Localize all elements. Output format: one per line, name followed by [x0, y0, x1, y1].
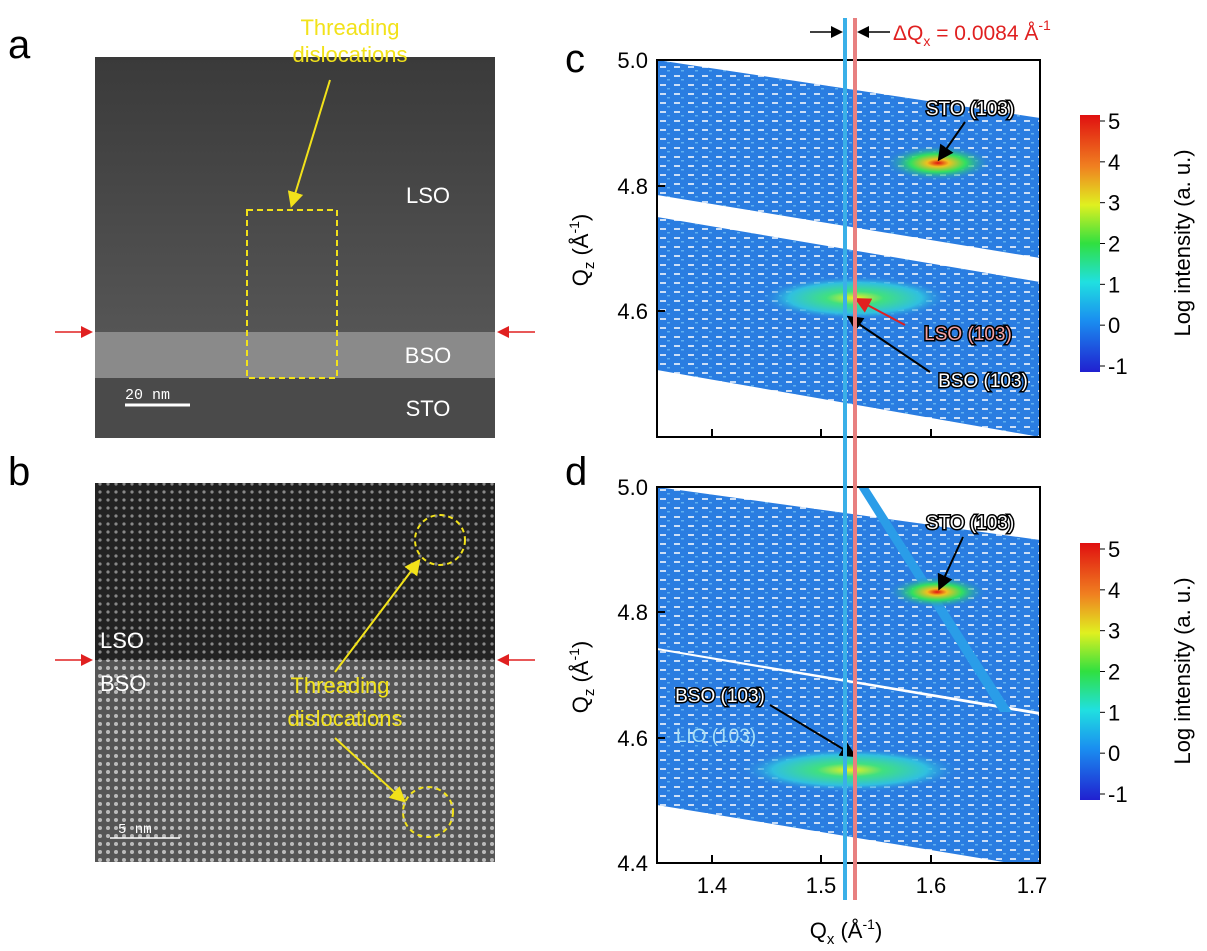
arrow — [287, 79, 331, 208]
annotation: dislocations — [293, 42, 408, 67]
colorbar-tick-label: -1 — [1108, 354, 1128, 379]
annotation: Threading — [300, 15, 399, 40]
ticks — [657, 611, 932, 863]
layer-label: BSO — [100, 671, 146, 696]
x-tick-label: 1.6 — [916, 873, 947, 898]
delta-annotation: ΔQx = 0.0084 Å-1 — [893, 17, 1051, 49]
highlight-circle — [414, 514, 466, 566]
colorbar-tick-label: 4 — [1108, 150, 1120, 175]
arrow — [937, 121, 966, 162]
colorbar-tick-label: 1 — [1108, 700, 1120, 725]
bso-layer — [95, 332, 495, 378]
layer-label: STO — [406, 396, 451, 421]
arrow — [937, 536, 964, 591]
x-tick-label: 1.5 — [806, 873, 837, 898]
tem-image — [95, 483, 495, 660]
arrow — [334, 737, 406, 803]
y-tick-label: 5.0 — [617, 475, 648, 500]
colorbar-tick-label: 0 — [1108, 741, 1120, 766]
colorbar — [1080, 543, 1100, 800]
y-tick-label: 5.0 — [617, 48, 648, 73]
y-tick-label: 4.8 — [617, 600, 648, 625]
y-tick-label: 4.4 — [617, 851, 648, 876]
band — [657, 60, 1040, 258]
peak — [887, 576, 987, 608]
peak — [740, 748, 960, 792]
highlight-circle — [402, 786, 454, 838]
plot-frame — [656, 486, 1041, 864]
colorbar-tick-label: 2 — [1108, 232, 1120, 257]
peak-label: BSO (103) — [675, 686, 765, 707]
peak-label: LIO (103) — [676, 726, 756, 747]
colorbar-label: Log intensity (a. u.) — [1170, 149, 1195, 336]
colorbar-tick-label: 5 — [1108, 537, 1120, 562]
sto-layer — [95, 378, 495, 438]
arrow — [846, 315, 931, 373]
scale-label: 5 nm — [118, 822, 152, 838]
map — [657, 487, 1040, 863]
panel-label: b — [8, 450, 30, 494]
layer-label: LSO — [406, 183, 450, 208]
colorbar — [1080, 115, 1100, 372]
arrow — [769, 704, 857, 758]
colorbar-ticks: 5 4 3 2 1 0 -1 — [1100, 537, 1128, 807]
layer-label: BSO — [405, 343, 451, 368]
panel-label: d — [565, 450, 587, 494]
panel-label: c — [565, 37, 585, 81]
peak-label: STO (103) — [926, 99, 1014, 120]
plot-frame — [656, 59, 1041, 438]
scale-label: 20 nm — [125, 387, 170, 404]
colorbar-tick-label: 3 — [1108, 191, 1120, 216]
layer-label: LSO — [100, 628, 144, 653]
peak — [883, 145, 993, 181]
colorbar-tick-label: 3 — [1108, 619, 1120, 644]
ticks — [657, 185, 932, 437]
colorbar-label: Log intensity (a. u.) — [1170, 577, 1195, 764]
x-tick-label: 1.7 — [1017, 873, 1048, 898]
colorbar-ticks: 5 4 3 2 1 0 -1 — [1100, 109, 1128, 379]
peak-label: LSO (103) — [924, 324, 1012, 345]
annotation: Threading — [290, 673, 389, 698]
annotation: dislocations — [288, 706, 403, 731]
peak-label: BSO (103) — [938, 371, 1028, 392]
y-axis-label: Qz (Å-1) — [566, 214, 598, 287]
colorbar-tick-label: 0 — [1108, 313, 1120, 338]
arrow — [334, 558, 421, 673]
y-axis-label: Qz (Å-1) — [566, 641, 598, 714]
highlight-box — [246, 209, 338, 379]
colorbar-tick-label: 1 — [1108, 272, 1120, 297]
x-axis-label: Qx (Å-1) — [810, 916, 883, 948]
tem-image — [95, 660, 495, 862]
y-tick-label: 4.6 — [617, 299, 648, 324]
peak-label: STO (103) — [926, 513, 1014, 534]
arrow — [854, 298, 906, 326]
colorbar-tick-label: 5 — [1108, 109, 1120, 134]
colorbar-tick-label: -1 — [1108, 782, 1128, 807]
colorbar-tick-label: 2 — [1108, 660, 1120, 685]
colorbar-tick-label: 4 — [1108, 578, 1120, 603]
panel-label: a — [8, 23, 31, 67]
y-tick-label: 4.8 — [617, 174, 648, 199]
band — [657, 487, 1040, 712]
x-tick-label: 1.4 — [697, 873, 728, 898]
y-tick-label: 4.6 — [617, 726, 648, 751]
